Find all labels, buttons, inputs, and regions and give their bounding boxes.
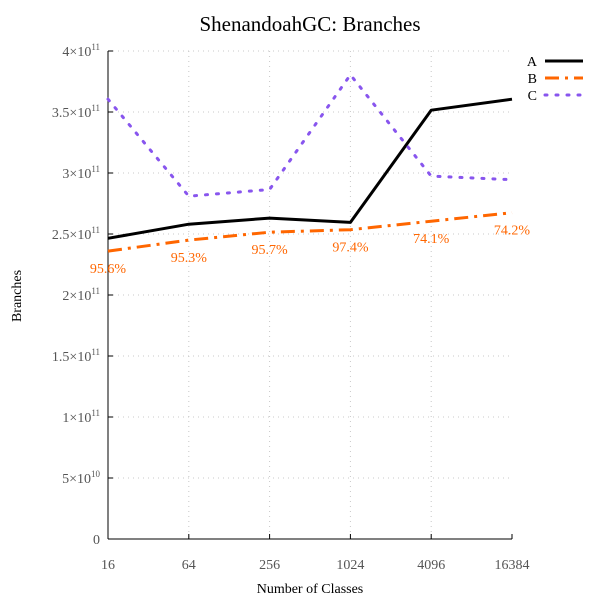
data-label: 74.1%: [413, 232, 450, 247]
y-tick-label: 4×1011: [62, 42, 100, 60]
y-tick-label: 0: [93, 533, 100, 548]
grid-layer: [108, 50, 512, 539]
y-axis-title: Branches: [10, 270, 25, 322]
y-tick-label: 1.5×1011: [52, 347, 100, 365]
x-tick-label: 256: [259, 558, 280, 573]
data-label: 95.6%: [90, 262, 127, 277]
x-tick-label: 4096: [417, 558, 445, 573]
legend-label: C: [528, 89, 537, 104]
x-tick-label: 1024: [336, 558, 364, 573]
legend-label: B: [528, 72, 537, 87]
series-line-A: [107, 97, 513, 240]
data-label: 95.7%: [252, 243, 289, 258]
series-layer: [106, 73, 514, 253]
y-tick-exponent: 11: [91, 103, 100, 113]
series-line-C: [106, 73, 514, 198]
y-tick-exponent: 11: [91, 225, 100, 235]
legend: ABC: [527, 55, 585, 104]
y-tick-label: 3×1011: [62, 164, 100, 182]
x-axis-title: Number of Classes: [257, 582, 364, 597]
data-label: 74.2%: [494, 224, 531, 239]
y-tick-exponent: 11: [91, 286, 100, 296]
chart-title: ShenandoahGC: Branches: [199, 12, 420, 36]
series-line-B: [107, 211, 513, 253]
data-label: 95.3%: [171, 251, 208, 266]
axis-layer: 0 5×1010 1×1011 1.5×1011 2×1011 2.5×1011 3×101…: [52, 42, 530, 573]
data-label-layer: 95.6% 95.3% 95.7% 97.4% 74.1% 74.2%: [90, 224, 531, 277]
y-tick-exponent: 11: [91, 164, 100, 174]
y-tick-exponent: 11: [91, 347, 100, 357]
y-tick-label: 3.5×1011: [52, 103, 100, 121]
legend-label: A: [527, 55, 538, 70]
y-tick-exponent: 11: [91, 42, 100, 52]
x-tick-label: 64: [182, 558, 196, 573]
y-tick-label: 1×1011: [62, 408, 100, 426]
x-tick-label: 16384: [495, 558, 530, 573]
y-tick-exponent: 11: [91, 408, 100, 418]
x-tick-label: 16: [101, 558, 115, 573]
y-tick-exponent: 10: [91, 469, 101, 479]
data-label: 97.4%: [332, 241, 369, 256]
y-tick-label: 2.5×1011: [52, 225, 100, 243]
y-tick-label: 2×1011: [62, 286, 100, 304]
y-tick-label: 5×1010: [62, 469, 100, 487]
